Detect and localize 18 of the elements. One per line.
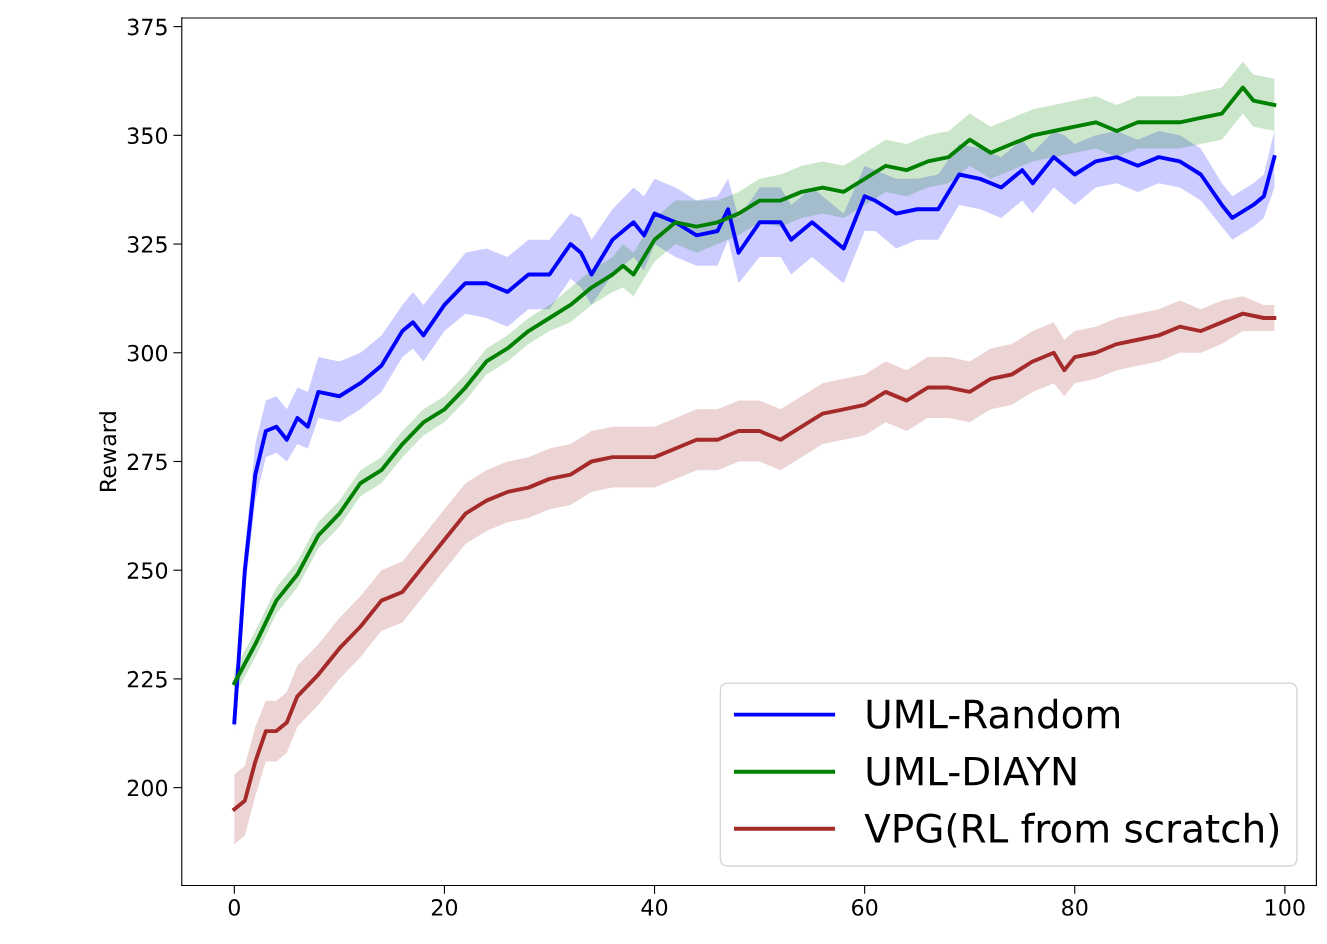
y-tick-label: 375 <box>127 18 167 36</box>
y-axis-title: Reward <box>99 412 117 491</box>
legend-label: VPG(RL from scratch) <box>864 812 1279 848</box>
y-tick-label: 250 <box>127 562 168 579</box>
x-tick-label: 40 <box>641 899 668 916</box>
y-tick-label: 300 <box>127 344 168 362</box>
legend-label: UML-DIAYN <box>867 756 1076 786</box>
x-tick-label: 100 <box>1266 899 1305 916</box>
y-tick-label: 200 <box>127 779 168 797</box>
x-tick-label: 60 <box>852 899 878 916</box>
x-tick-label: 0 <box>228 899 240 916</box>
x-tick-label: 80 <box>1062 899 1088 916</box>
x-tick-label: 20 <box>431 899 458 916</box>
y-tick-label: 225 <box>127 670 167 688</box>
y-tick-label: 350 <box>127 127 168 145</box>
y-tick-label: 325 <box>127 236 167 253</box>
legend-label: UML-Random <box>867 698 1119 729</box>
y-tick-label: 275 <box>127 453 167 471</box>
